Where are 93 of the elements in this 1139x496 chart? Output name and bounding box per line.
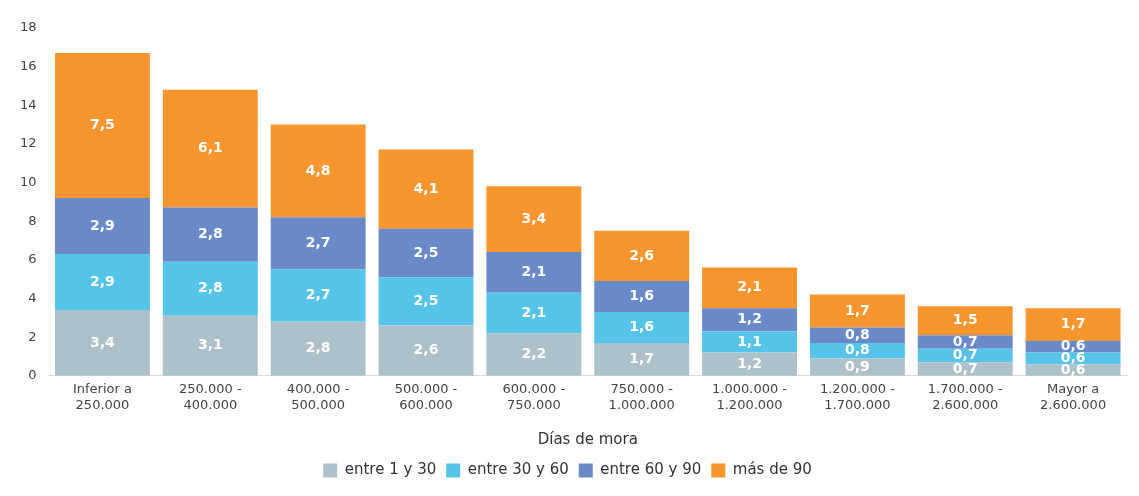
data-label: 2,5 <box>413 292 439 309</box>
legend-label: entre 30 y 60 <box>467 460 569 479</box>
bar <box>594 342 690 376</box>
data-label: 1,6 <box>629 318 655 335</box>
data-label: 2,7 <box>305 286 331 303</box>
y-tick-label: 14 <box>20 96 37 112</box>
data-label: 2,1 <box>521 303 547 320</box>
data-label: 2,1 <box>521 263 547 280</box>
data-label: 0,9 <box>844 357 870 374</box>
y-tick-label: 12 <box>20 135 37 151</box>
x-axis-title: Días de mora <box>537 429 638 448</box>
data-label: 2,8 <box>197 279 223 296</box>
data-label: 3,4 <box>90 333 116 350</box>
data-label: 1,6 <box>629 287 655 304</box>
y-tick-label: 8 <box>28 212 37 228</box>
y-tick-label: 0 <box>28 367 37 383</box>
bar <box>162 207 258 262</box>
legend-label: entre 60 y 90 <box>600 460 702 479</box>
bar <box>917 335 1013 349</box>
data-label: 6,1 <box>197 139 223 156</box>
data-label: 2,8 <box>197 225 223 242</box>
bar <box>162 315 258 376</box>
data-label: 1,2 <box>737 354 762 371</box>
x-tick-label: Mayor a 2.600.000 <box>1039 380 1107 412</box>
bar <box>594 230 690 282</box>
data-label: 2,9 <box>90 216 115 233</box>
data-label: 2,7 <box>305 234 331 251</box>
bar <box>162 89 258 208</box>
x-tick-label: 600.000 - 750.000 <box>502 380 566 412</box>
bar <box>55 197 150 254</box>
data-label: 2,9 <box>90 272 115 289</box>
data-label: 2,6 <box>413 341 439 358</box>
bar <box>270 321 366 376</box>
bar <box>486 186 582 253</box>
bar <box>378 277 474 326</box>
bar <box>702 267 797 309</box>
bar <box>486 252 582 293</box>
data-label: 1,2 <box>737 310 762 327</box>
data-label: 4,1 <box>413 179 439 196</box>
legend-label: entre 1 y 30 <box>344 460 437 479</box>
data-label: 2,1 <box>737 278 762 295</box>
x-tick-label: 500.000 - 600.000 <box>394 380 458 412</box>
data-label: 3,4 <box>521 209 547 226</box>
bar <box>594 281 690 312</box>
bar <box>809 294 905 328</box>
bar <box>1025 308 1121 341</box>
bar <box>378 325 474 376</box>
x-tick-label: Inferior a 250.000 <box>72 380 132 412</box>
data-label: 0,7 <box>952 332 978 349</box>
x-tick-label: 1.000.000 - 1.200.000 <box>712 380 788 412</box>
data-label: 0,7 <box>952 346 978 363</box>
bar <box>702 331 797 353</box>
bar <box>809 327 905 343</box>
legend-label: más de 90 <box>732 460 812 479</box>
data-label: 2,2 <box>521 345 547 362</box>
data-label: 1,7 <box>1060 315 1086 332</box>
y-tick-label: 2 <box>28 328 37 344</box>
x-tick-label: 250.000 - 400.000 <box>179 380 242 412</box>
bar <box>378 149 474 229</box>
bar <box>702 308 797 332</box>
data-label: 0,8 <box>844 341 870 358</box>
bar <box>917 306 1013 336</box>
bar <box>594 312 690 343</box>
bar <box>55 52 150 198</box>
bar <box>486 292 582 334</box>
y-tick-label: 18 <box>20 19 37 35</box>
bar <box>55 310 150 376</box>
y-tick-label: 16 <box>20 57 37 73</box>
bar <box>270 124 366 218</box>
data-label: 2,5 <box>413 243 439 260</box>
x-tick-label: 750.000 - 1.000.000 <box>608 380 675 412</box>
x-tick-label: 1.200.000 - 1.700.000 <box>819 380 896 412</box>
bar <box>486 333 582 376</box>
data-label: 0,8 <box>844 325 870 342</box>
x-tick-label: 400.000 - 500.000 <box>286 380 350 412</box>
bar <box>270 217 366 270</box>
data-label: 1,7 <box>629 350 655 367</box>
data-label: 1,5 <box>952 311 978 328</box>
data-label: 1,7 <box>844 301 870 318</box>
y-tick-label: 10 <box>20 173 37 189</box>
data-label: 3,1 <box>197 336 223 353</box>
data-label: 7,5 <box>90 116 115 133</box>
bar <box>55 254 150 311</box>
bar <box>162 261 258 316</box>
bar <box>378 228 474 278</box>
x-tick-label: 1.700.000 - 2.600.000 <box>927 380 1004 412</box>
y-tick-label: 6 <box>28 251 37 267</box>
y-tick-label: 4 <box>28 289 37 305</box>
data-label: 1,1 <box>737 332 762 349</box>
data-label: 4,8 <box>305 161 331 178</box>
bar <box>270 269 366 322</box>
data-label: 2,6 <box>629 246 655 263</box>
data-label: 2,8 <box>305 339 331 356</box>
